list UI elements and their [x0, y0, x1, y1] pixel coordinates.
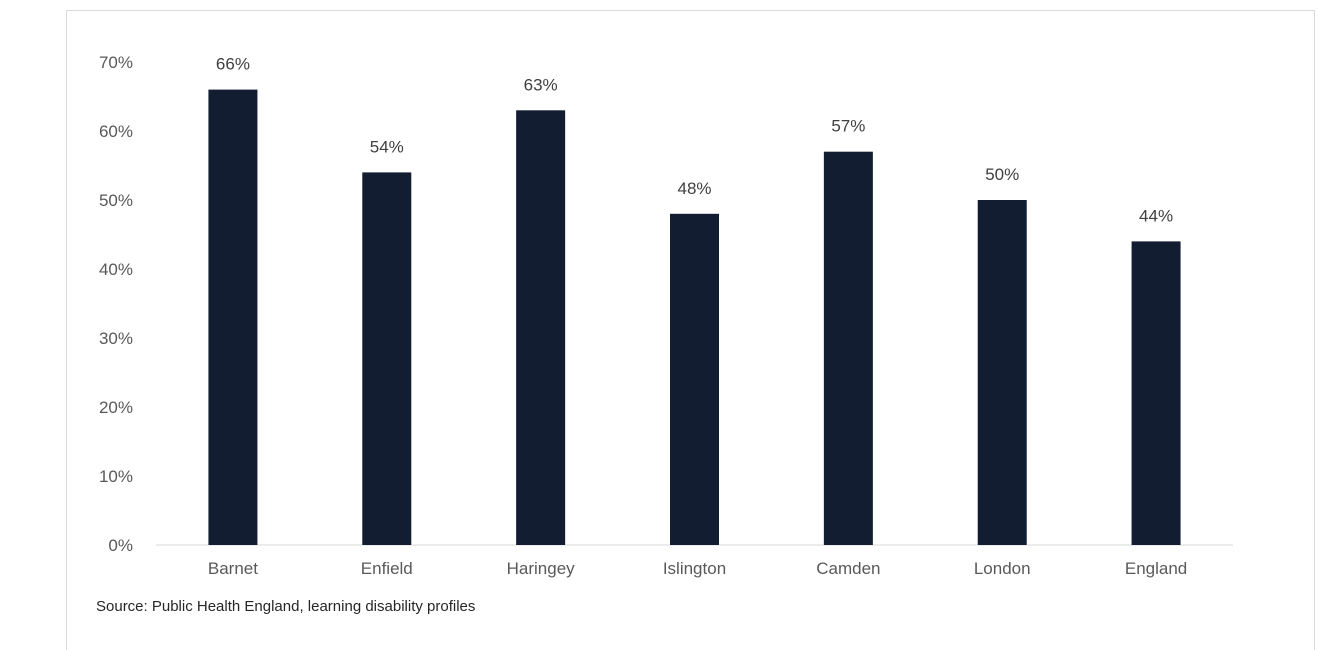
bar-barnet	[208, 89, 258, 545]
data-label: 54%	[370, 137, 404, 156]
x-tick-label: Haringey	[507, 559, 576, 578]
data-label: 57%	[831, 117, 865, 136]
y-tick-label: 10%	[99, 467, 133, 486]
data-label: 44%	[1139, 206, 1173, 225]
bar-haringey	[516, 110, 566, 546]
y-tick-label: 30%	[99, 329, 133, 348]
y-tick-label: 20%	[99, 398, 133, 417]
x-tick-label: Barnet	[208, 559, 258, 578]
x-axis: Barnet Enfield Haringey Islington Camden Lond…	[208, 559, 1187, 578]
y-tick-label: 40%	[99, 260, 133, 279]
bar-england	[1131, 241, 1181, 545]
x-tick-label: England	[1125, 559, 1187, 578]
bar-enfield	[362, 172, 412, 545]
data-label: 63%	[524, 75, 558, 94]
x-tick-label: London	[974, 559, 1031, 578]
x-tick-label: Enfield	[361, 559, 413, 578]
x-tick-label: Camden	[816, 559, 880, 578]
source-note: Source: Public Health England, learning …	[96, 598, 476, 615]
bar-camden	[823, 151, 873, 545]
data-label: 48%	[677, 179, 711, 198]
bar-islington	[670, 213, 719, 546]
y-tick-label: 50%	[99, 191, 133, 210]
bars: 66% 54% 63% 48% 57% 50% 44%	[208, 55, 1181, 546]
y-axis: 0% 10% 20% 30% 40% 50% 60% 70%	[99, 53, 133, 555]
chart-frame	[66, 10, 1315, 650]
bar-london	[977, 200, 1027, 545]
data-label: 50%	[985, 165, 1019, 184]
y-tick-label: 70%	[99, 53, 133, 72]
y-tick-label: 60%	[99, 122, 133, 141]
data-label: 66%	[216, 55, 250, 74]
y-tick-label: 0%	[108, 536, 133, 555]
x-tick-label: Islington	[663, 559, 726, 578]
